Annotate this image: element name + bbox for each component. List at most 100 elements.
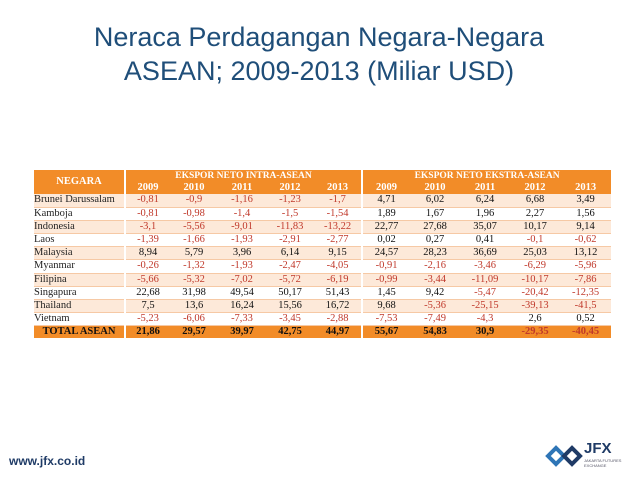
extra-value-cell: 9,68 xyxy=(361,299,411,314)
extra-value-cell: 25,03 xyxy=(510,246,561,261)
extra-value-cell: 1,96 xyxy=(460,207,511,221)
year-header-extra-2012: 2012 xyxy=(510,182,561,195)
year-header-extra-2013: 2013 xyxy=(560,182,612,195)
website-url[interactable]: www.jfx.co.id xyxy=(9,454,86,468)
country-cell: Myanmar xyxy=(34,259,125,274)
extra-value-cell: -0,62 xyxy=(560,233,612,248)
year-header-intra-2010: 2010 xyxy=(170,182,218,195)
country-cell: Singapura xyxy=(34,286,125,300)
table-row: Laos -1,39 -1,66 -1,93 -2,91 -2,77 0,02 0,27 0,4… xyxy=(34,233,612,248)
extra-value-cell: 22,77 xyxy=(361,220,411,234)
intra-value-cell: 22,68 xyxy=(124,286,170,300)
intra-value-cell: 16,72 xyxy=(314,299,363,314)
intra-value-cell: 5,79 xyxy=(170,246,218,261)
intra-value-cell: -1,4 xyxy=(218,207,266,221)
intra-value-cell: -5,56 xyxy=(170,220,218,234)
year-header-intra-2011: 2011 xyxy=(218,182,266,195)
extra-value-cell: -5,96 xyxy=(560,259,612,274)
intra-value-cell: -2,77 xyxy=(314,233,363,248)
country-cell: Laos xyxy=(34,233,125,248)
extra-value-cell: -11,09 xyxy=(460,273,511,287)
intra-value-cell: 29,57 xyxy=(170,325,218,339)
extra-value-cell: 0,52 xyxy=(560,312,612,327)
intra-value-cell: -1,66 xyxy=(170,233,218,248)
table-row: Vietnam -5,23 -6,06 -7,33 -3,45 -2,88 -7,53 -7,… xyxy=(34,312,612,327)
extra-value-cell: -7,86 xyxy=(560,273,612,287)
intra-value-cell: -7,02 xyxy=(218,273,266,287)
trade-balance-table: NEGARA EKSPOR NETO INTRA-ASEAN EKSPOR NE… xyxy=(34,170,612,339)
group-header-intra-asean: EKSPOR NETO INTRA-ASEAN xyxy=(123,170,363,183)
year-header-extra-2009: 2009 xyxy=(361,182,411,195)
extra-value-cell: 6,68 xyxy=(510,194,561,208)
extra-value-cell: -5,47 xyxy=(460,286,511,300)
intra-value-cell: 21,86 xyxy=(124,325,170,339)
slide-title: Neraca Perdagangan Negara-Negara ASEAN; … xyxy=(0,20,638,88)
year-header-intra-2013: 2013 xyxy=(314,182,363,195)
trade-balance-table-wrapper: NEGARA EKSPOR NETO INTRA-ASEAN EKSPOR NE… xyxy=(34,170,612,339)
country-cell: Vietnam xyxy=(34,312,125,327)
jfx-logo-icon xyxy=(545,445,583,467)
extra-value-cell: -40,45 xyxy=(560,325,612,339)
extra-value-cell: -29,35 xyxy=(510,325,561,339)
extra-value-cell: -7,49 xyxy=(410,312,461,327)
table-row: Singapura 22,68 31,98 49,54 50,17 51,43 1,45 9,… xyxy=(34,286,612,300)
intra-value-cell: -2,88 xyxy=(314,312,363,327)
extra-value-cell: 1,67 xyxy=(410,207,461,221)
intra-value-cell: -1,93 xyxy=(218,259,266,274)
total-row: TOTAL ASEAN 21,86 29,57 39,97 42,75 44,97 55,6… xyxy=(34,325,612,339)
intra-value-cell: 15,56 xyxy=(266,299,314,314)
intra-value-cell: 8,94 xyxy=(124,246,170,261)
extra-value-cell: 27,68 xyxy=(410,220,461,234)
extra-value-cell: 10,17 xyxy=(510,220,561,234)
extra-value-cell: 2,6 xyxy=(510,312,561,327)
extra-value-cell: 0,02 xyxy=(361,233,411,248)
extra-value-cell: 35,07 xyxy=(460,220,511,234)
extra-value-cell: 1,89 xyxy=(361,207,411,221)
country-cell: Indonesia xyxy=(34,220,125,234)
intra-value-cell: 7,5 xyxy=(124,299,170,314)
group-header-extra-asean: EKSPOR NETO EKSTRA-ASEAN xyxy=(361,170,612,183)
intra-value-cell: 42,75 xyxy=(266,325,314,339)
table-row: Filipina -5,66 -5,32 -7,02 -5,72 -6,19 -0,99 -3… xyxy=(34,273,612,287)
intra-value-cell: 44,97 xyxy=(314,325,363,339)
extra-value-cell: 0,41 xyxy=(460,233,511,248)
extra-value-cell: -0,99 xyxy=(361,273,411,287)
intra-value-cell: -4,05 xyxy=(314,259,363,274)
table-row: Myanmar -0,26 -1,32 -1,93 -2,47 -4,05 -0,91 -2,… xyxy=(34,259,612,274)
intra-value-cell: -1,54 xyxy=(314,207,363,221)
table-row: Kamboja -0,81 -0,98 -1,4 -1,5 -1,54 1,89 1,67 1,… xyxy=(34,207,612,221)
intra-value-cell: -1,93 xyxy=(218,233,266,248)
intra-value-cell: 49,54 xyxy=(218,286,266,300)
extra-value-cell: -25,15 xyxy=(460,299,511,314)
country-cell: Kamboja xyxy=(34,207,125,221)
country-cell: Thailand xyxy=(34,299,125,314)
extra-value-cell: -10,17 xyxy=(510,273,561,287)
extra-value-cell: 0,27 xyxy=(410,233,461,248)
intra-value-cell: -11,83 xyxy=(266,220,314,234)
intra-value-cell: -0,81 xyxy=(124,207,170,221)
intra-value-cell: -6,19 xyxy=(314,273,363,287)
extra-value-cell: 54,83 xyxy=(410,325,461,339)
table-row: Indonesia -3,1 -5,56 -9,01 -11,83 -13,22 22,77… xyxy=(34,220,612,234)
country-cell: Filipina xyxy=(34,273,125,287)
intra-value-cell: -6,06 xyxy=(170,312,218,327)
extra-value-cell: 4,71 xyxy=(361,194,411,208)
table-row: Thailand 7,5 13,6 16,24 15,56 16,72 9,68 -5,36-… xyxy=(34,299,612,314)
intra-value-cell: -0,81 xyxy=(124,194,170,208)
extra-value-cell: -3,44 xyxy=(410,273,461,287)
intra-value-cell: 51,43 xyxy=(314,286,363,300)
table-body: Brunei Darussalam -0,81 -0,9 -1,16 -1,23 -1,7… xyxy=(34,194,612,339)
extra-value-cell: -12,35 xyxy=(560,286,612,300)
slide-title-line-1: Neraca Perdagangan Negara-Negara xyxy=(93,22,545,52)
extra-value-cell: 13,12 xyxy=(560,246,612,261)
table-row: Brunei Darussalam -0,81 -0,9 -1,16 -1,23 -1,7… xyxy=(34,194,612,208)
extra-value-cell: 36,69 xyxy=(460,246,511,261)
intra-value-cell: -0,98 xyxy=(170,207,218,221)
intra-value-cell: -7,33 xyxy=(218,312,266,327)
slide-title-line-2: ASEAN; 2009-2013 (Miliar USD) xyxy=(123,56,515,86)
intra-value-cell: -1,23 xyxy=(266,194,314,208)
intra-value-cell: -5,23 xyxy=(124,312,170,327)
extra-value-cell: -39,13 xyxy=(510,299,561,314)
intra-value-cell: -3,45 xyxy=(266,312,314,327)
extra-value-cell: 1,45 xyxy=(361,286,411,300)
